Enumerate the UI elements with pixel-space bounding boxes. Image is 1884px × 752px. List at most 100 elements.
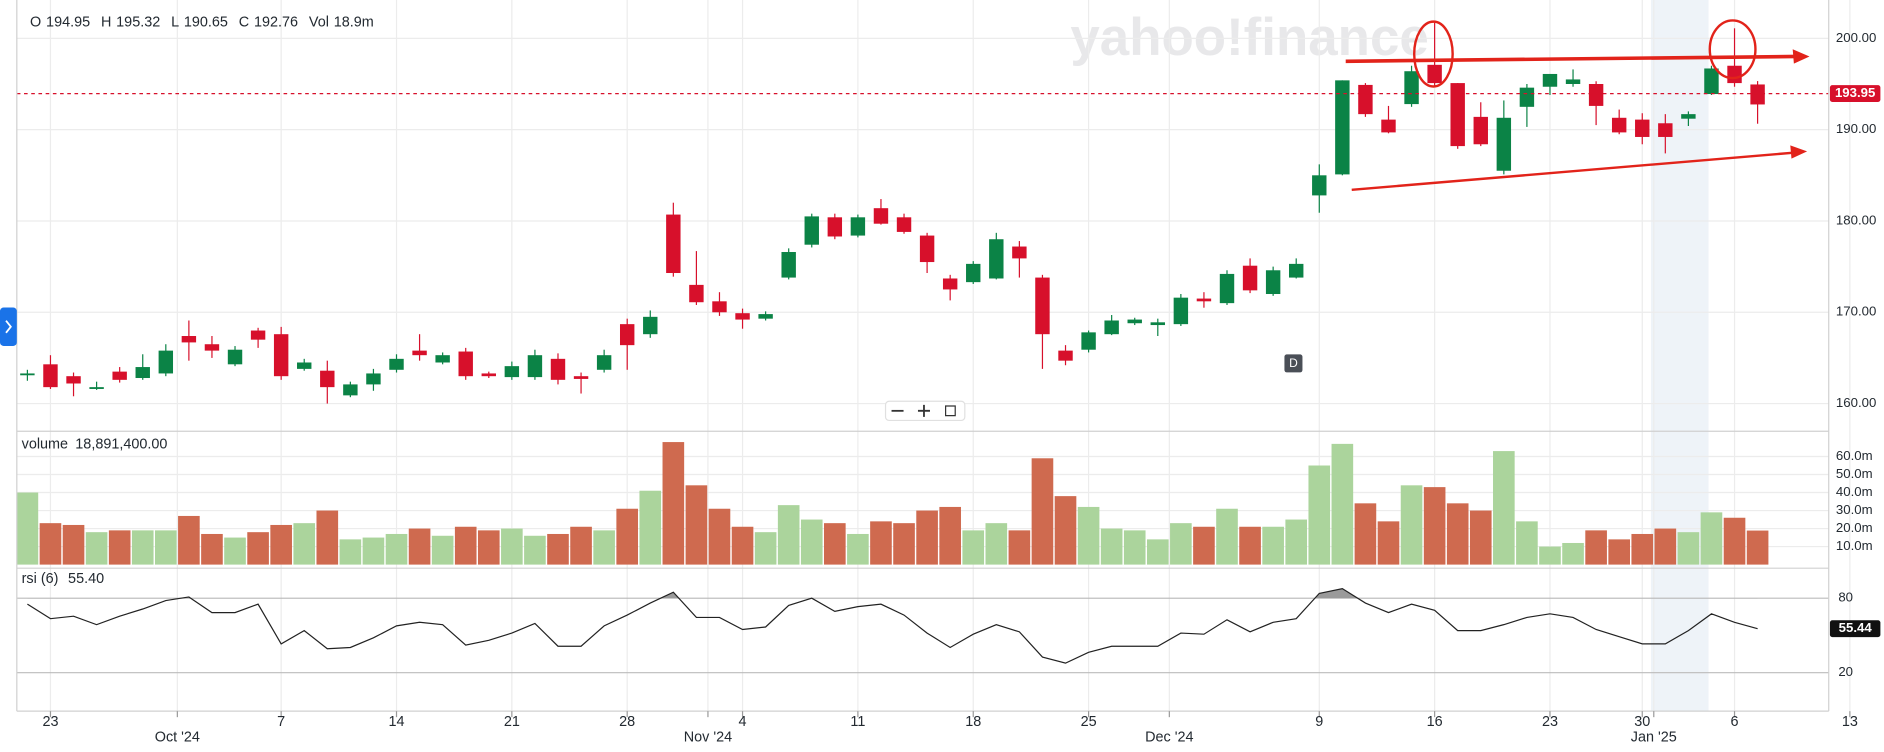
candle-body <box>827 217 843 237</box>
x-tick-label: 7 <box>277 714 285 730</box>
volume-bar <box>1146 539 1169 565</box>
volume-bar <box>939 506 961 565</box>
volume-bar <box>154 530 177 565</box>
x-tick-label: 25 <box>1081 714 1097 730</box>
volume-bar <box>1170 523 1192 565</box>
volume-bar <box>131 530 154 565</box>
annotations <box>1345 19 1810 191</box>
volume-bar <box>39 523 62 565</box>
month-label: Oct '24 <box>155 729 200 745</box>
x-tick-label: 14 <box>388 714 404 730</box>
y-tick-label: 20 <box>1838 664 1853 679</box>
candle-body <box>135 367 150 379</box>
volume-bar <box>293 523 316 565</box>
zoom-in[interactable] <box>917 404 930 417</box>
readout-value: 18.9m <box>334 15 374 31</box>
x-tick-label: 23 <box>1542 714 1558 730</box>
readout-label: H <box>101 15 111 31</box>
x-tick-label: 4 <box>739 714 747 730</box>
candle-body <box>320 370 335 388</box>
volume-bar <box>501 528 523 565</box>
candle-body <box>389 358 404 370</box>
volume-bar <box>270 524 292 565</box>
candle-body <box>1312 175 1327 196</box>
candle-body <box>66 376 81 384</box>
candle-body <box>689 284 704 303</box>
y-tick-label: 200.00 <box>1836 30 1876 45</box>
volume-bar <box>1077 506 1100 565</box>
readout-label: Vol <box>309 15 329 31</box>
candle-body <box>481 373 496 377</box>
volume-bar <box>454 526 477 565</box>
annotation-circle <box>1708 19 1757 80</box>
y-tick-label: 60.0m <box>1836 448 1873 463</box>
candle-body <box>435 355 450 363</box>
volume-bar <box>1423 487 1446 565</box>
volume-bar <box>731 526 754 565</box>
volume-bar <box>1469 510 1492 565</box>
candle-body <box>1588 84 1604 106</box>
volume-bar <box>247 532 269 565</box>
y-tick-label: 170.00 <box>1836 304 1876 319</box>
volume-bar <box>1054 496 1077 565</box>
y-tick-label: 160.00 <box>1836 395 1876 410</box>
candle-body <box>966 263 981 283</box>
candle-body <box>573 376 589 379</box>
rsi-last-label: 55.44 <box>1839 620 1873 635</box>
candle-body <box>1658 123 1673 137</box>
volume-bar <box>1308 465 1331 565</box>
event-marker-box <box>1284 354 1303 373</box>
volume-bar <box>916 510 938 565</box>
annotation-arrow <box>1345 54 1798 64</box>
readout-value: 192.76 <box>254 15 298 31</box>
volume-bar <box>477 530 500 565</box>
candle-body <box>1035 277 1050 335</box>
candle-body <box>1012 246 1027 259</box>
volume-bar <box>1746 530 1769 565</box>
candle-body <box>1127 319 1142 324</box>
candle-body <box>1473 116 1488 145</box>
volume-bar <box>1008 530 1031 565</box>
volume-bar <box>777 505 800 565</box>
y-tick-label: 50.0m <box>1836 466 1873 481</box>
fullscreen[interactable] <box>945 405 956 417</box>
last-price-label: 193.95 <box>1835 85 1875 100</box>
volume-bar <box>1585 530 1607 565</box>
volume-bar <box>1377 521 1400 565</box>
readout-value: 195.32 <box>116 15 160 31</box>
volume-bar <box>1100 528 1123 565</box>
candle-body <box>504 366 520 378</box>
candle-body <box>112 371 127 380</box>
candle-body <box>343 384 358 396</box>
rsi-last-tag <box>1829 620 1881 638</box>
candle-body <box>619 324 635 346</box>
candle-body <box>1519 87 1535 107</box>
candle-body <box>942 278 958 290</box>
candle-body <box>1265 270 1281 295</box>
volume-bar <box>847 533 869 565</box>
candle-body <box>1150 322 1166 326</box>
candle-body <box>458 351 473 377</box>
annotation-circle <box>1412 20 1454 88</box>
readout-label: O <box>30 15 41 31</box>
y-tick-label: 30.0m <box>1836 502 1873 517</box>
volume-bar <box>1562 542 1584 565</box>
candle-body <box>1058 350 1073 361</box>
x-tick-label: 23 <box>42 714 58 730</box>
volume-bar <box>570 526 592 565</box>
volume-bar <box>62 524 85 565</box>
candle-body <box>1427 64 1442 84</box>
volume-bar <box>754 532 777 565</box>
candle-body <box>1496 117 1512 171</box>
candle-body <box>1196 298 1212 302</box>
side-toggle[interactable] <box>0 307 17 346</box>
candle-body <box>412 350 427 356</box>
candle-body <box>158 350 174 374</box>
volume-bar <box>1262 526 1284 565</box>
candle-body <box>20 373 35 376</box>
volume-bar <box>108 530 131 565</box>
volume-bar <box>662 442 685 565</box>
y-tick-label: 190.00 <box>1836 121 1876 136</box>
candle-body <box>596 355 612 370</box>
x-tick-label: 21 <box>504 714 520 730</box>
